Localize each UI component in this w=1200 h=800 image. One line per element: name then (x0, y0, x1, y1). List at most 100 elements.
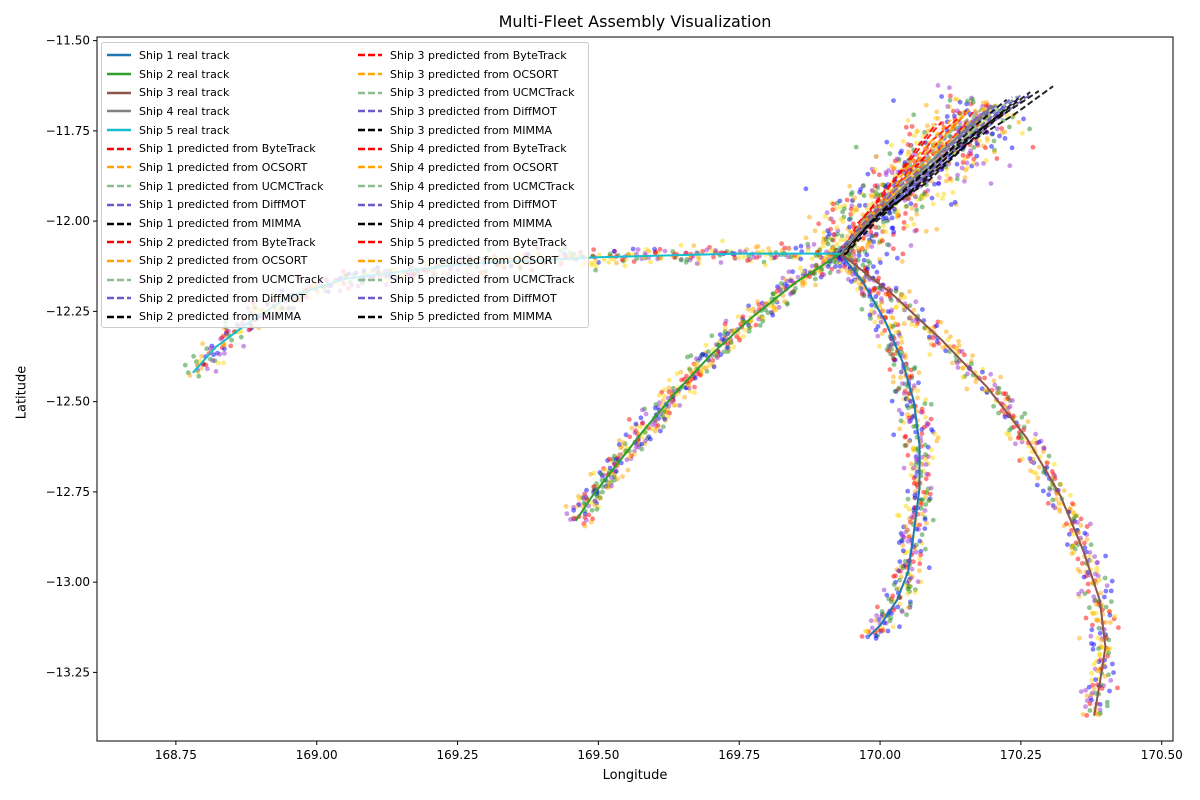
prediction-point (899, 148, 904, 154)
prediction-point (861, 257, 867, 263)
prediction-point (911, 475, 917, 481)
prediction-point (936, 341, 942, 346)
prediction-point (624, 457, 630, 463)
prediction-point (1080, 712, 1086, 717)
prediction-point (634, 256, 640, 261)
prediction-point (1109, 599, 1114, 604)
prediction-point (884, 251, 890, 257)
prediction-point (869, 625, 875, 631)
prediction-point (710, 358, 716, 363)
prediction-point (962, 178, 967, 184)
legend-label: Ship 2 predicted from OCSORT (139, 254, 308, 268)
prediction-point (1045, 500, 1051, 506)
prediction-point (709, 248, 715, 254)
prediction-point (952, 199, 958, 205)
prediction-point (658, 428, 663, 434)
prediction-point (874, 154, 879, 160)
prediction-point (1019, 130, 1025, 136)
prediction-point (786, 269, 792, 275)
prediction-point (969, 361, 974, 367)
prediction-point (845, 234, 850, 240)
prediction-point (217, 351, 223, 357)
prediction-point (1090, 690, 1095, 696)
prediction-point (795, 274, 801, 280)
prediction-point (721, 349, 727, 355)
prediction-point (899, 259, 905, 264)
prediction-point (620, 474, 625, 479)
prediction-point (636, 444, 641, 450)
prediction-point (873, 294, 879, 299)
prediction-point (668, 399, 674, 405)
legend-entry: Ship 4 real track (106, 102, 323, 121)
prediction-point (881, 587, 887, 593)
prediction-point (875, 333, 881, 339)
prediction-point (786, 246, 792, 252)
prediction-point (951, 108, 956, 114)
legend-entry: Ship 3 predicted from DiffMOT (357, 102, 574, 121)
prediction-point (1097, 630, 1103, 636)
prediction-point (861, 235, 866, 241)
prediction-point (921, 191, 927, 197)
prediction-point (671, 402, 677, 408)
prediction-point (904, 365, 910, 371)
prediction-point (914, 140, 919, 146)
x-tick-label: 169.00 (296, 748, 338, 762)
prediction-point (1031, 470, 1037, 475)
prediction-point (908, 472, 914, 478)
y-tick-label: −12.25 (46, 304, 90, 318)
prediction-point (884, 592, 890, 598)
prediction-point (652, 428, 658, 434)
prediction-point (221, 343, 227, 348)
prediction-point (821, 230, 827, 235)
legend-entry: Ship 3 predicted from OCSORT (357, 65, 574, 84)
prediction-point (878, 319, 884, 325)
prediction-point (667, 410, 672, 416)
prediction-point (652, 246, 657, 252)
prediction-point (1021, 116, 1026, 122)
prediction-point (892, 388, 898, 394)
prediction-point (855, 287, 860, 292)
legend-entry: Ship 1 predicted from DiffMOT (106, 196, 323, 215)
prediction-point (1040, 449, 1046, 455)
prediction-point (943, 329, 949, 335)
prediction-point (1095, 635, 1101, 641)
prediction-point (191, 353, 197, 359)
prediction-point (895, 340, 900, 346)
prediction-point (725, 349, 731, 355)
prediction-point (568, 517, 573, 522)
prediction-point (908, 461, 914, 467)
prediction-point (1022, 411, 1028, 416)
prediction-point (683, 259, 689, 265)
prediction-point (644, 247, 649, 252)
prediction-point (900, 543, 906, 548)
prediction-point (768, 256, 774, 262)
prediction-point (828, 226, 833, 232)
prediction-point (1044, 460, 1050, 466)
prediction-point (703, 365, 709, 371)
prediction-point (779, 281, 784, 286)
prediction-point (898, 369, 904, 375)
y-tick-label: −13.25 (46, 665, 90, 679)
prediction-point (746, 328, 752, 334)
prediction-point (1084, 537, 1090, 542)
prediction-point (831, 259, 837, 264)
prediction-point (1085, 581, 1091, 587)
prediction-point (1075, 556, 1081, 562)
prediction-point (1115, 685, 1120, 691)
y-tick-label: −11.75 (46, 124, 90, 138)
prediction-point (866, 239, 872, 245)
prediction-point (968, 151, 974, 157)
legend-swatch (358, 184, 382, 188)
prediction-point (923, 397, 929, 403)
prediction-point (1028, 459, 1034, 464)
prediction-point (881, 219, 886, 225)
prediction-point (1041, 469, 1046, 475)
prediction-point (842, 206, 847, 212)
prediction-point (571, 507, 577, 513)
prediction-point (964, 386, 970, 392)
prediction-point (913, 549, 919, 555)
prediction-point (838, 237, 843, 243)
prediction-point (187, 373, 193, 378)
prediction-point (639, 434, 645, 440)
predicted-track-mimma (844, 91, 1031, 256)
